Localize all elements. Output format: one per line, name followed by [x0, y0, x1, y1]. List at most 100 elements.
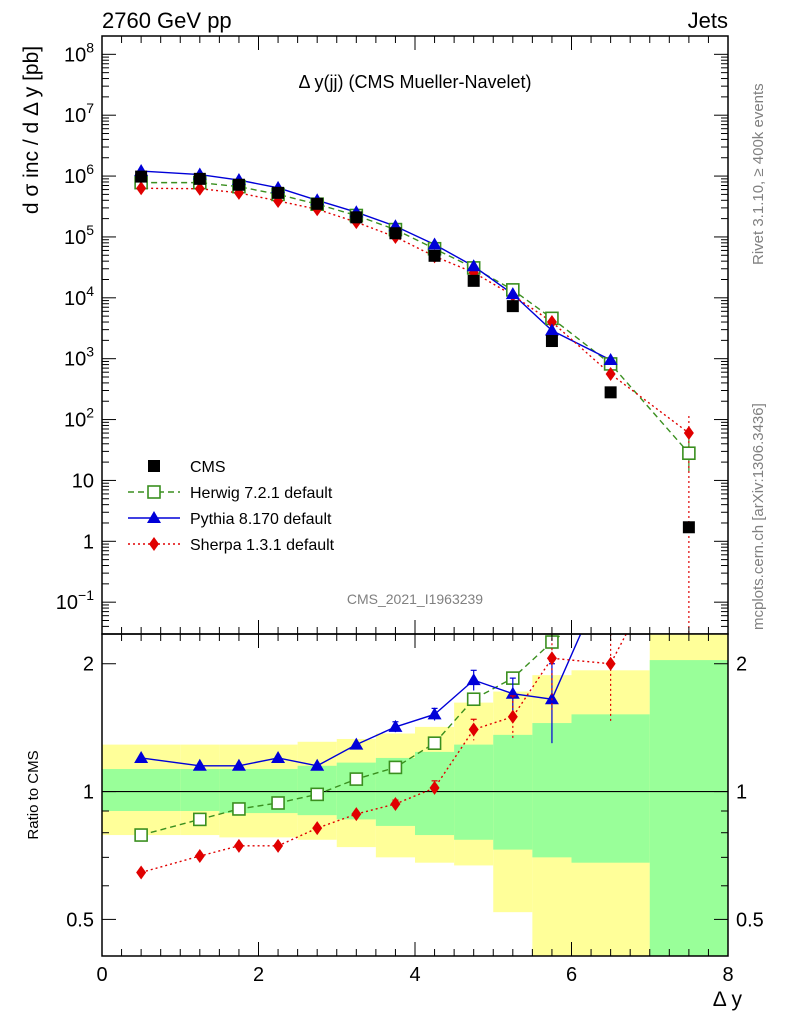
header-energy-label: 2760 GeV pp: [102, 8, 232, 33]
legend-entry-cms: CMS: [190, 459, 226, 476]
stat-uncertainty-band: [454, 744, 494, 840]
pythia-point: [427, 237, 442, 250]
legend-entry-pythia: Pythia 8.170 default: [190, 511, 332, 528]
cms-point: [311, 197, 324, 210]
cms-point: [545, 335, 558, 348]
cms-point: [506, 300, 519, 313]
ratio-y-tick-label-left: 1: [83, 782, 94, 804]
herwig-ratio-point: [193, 812, 207, 827]
sherpa-ratio-point: [136, 865, 147, 880]
pythia-ratio-point: [231, 758, 246, 771]
cms-point: [350, 211, 363, 224]
herwig-ratio-point: [349, 772, 364, 786]
cms-point: [389, 227, 402, 240]
stat-uncertainty-band: [493, 734, 533, 850]
sherpa-point: [605, 367, 616, 382]
header-jets-label: Jets: [688, 8, 728, 33]
pythia-ratio-point: [134, 750, 149, 763]
main-plot-area: [134, 164, 696, 634]
x-tick-label: 8: [722, 964, 733, 986]
stat-uncertainty-band: [532, 723, 572, 858]
herwig-ratio-point: [388, 760, 403, 775]
pythia-ratio-point: [271, 750, 286, 763]
cms-point: [272, 186, 285, 199]
sherpa-ratio-point: [429, 780, 440, 795]
herwig-ratio-point: [310, 787, 324, 802]
pythia-ratio-point: [388, 719, 403, 732]
pythia-point: [466, 259, 481, 272]
pythia-legend-marker: [147, 511, 161, 523]
ratio-plot-area: [102, 507, 728, 880]
pythia-ratio-point: [349, 737, 364, 750]
legend-entry-herwig: Herwig 7.2.1 default: [190, 485, 333, 502]
stat-uncertainty-band: [571, 714, 650, 863]
rivet-credit: Rivet 3.1.10, ≥ 400k events: [750, 83, 767, 265]
y-tick-label: 103: [64, 344, 94, 371]
pythia-ratio-point: [427, 707, 442, 720]
sherpa-ratio-point: [684, 507, 694, 521]
sherpa-ratio-point: [273, 838, 284, 853]
pythia-ratio-point: [604, 559, 618, 571]
sherpa-ratio-point: [233, 838, 244, 853]
sherpa-ratio-point: [546, 651, 557, 666]
cms-point: [604, 386, 617, 399]
y-tick-label: 108: [64, 39, 94, 66]
pythia-point: [505, 287, 520, 300]
ratio-y-tick-label-left: 2: [83, 654, 94, 676]
pythia-ratio-curve: [141, 634, 582, 767]
cms-point: [467, 274, 480, 287]
sherpa-ratio-point: [194, 849, 205, 864]
y-tick-label: 102: [64, 405, 94, 432]
main-y-axis-label: d σ inc / d Δ y [pb]: [20, 46, 43, 214]
herwig-ratio-point: [134, 828, 148, 842]
stat-uncertainty-band: [649, 660, 728, 956]
pythia-ratio-point: [310, 758, 325, 771]
y-tick-label: 10−1: [56, 587, 94, 614]
ratio-y-tick-label-right: 2: [736, 654, 747, 676]
ratio-uncertainty-bands: [102, 634, 728, 956]
y-tick-label: 105: [64, 222, 94, 249]
sherpa-ratio-point: [605, 656, 616, 671]
sherpa-ratio-point: [351, 807, 362, 822]
ratio-y-axis-label: Ratio to CMS: [25, 750, 42, 839]
ratio-y-tick-label-right: 1: [736, 782, 747, 804]
sherpa-point: [683, 426, 694, 441]
herwig-point: [682, 446, 696, 461]
analysis-watermark: CMS_2021_I1963239: [347, 591, 483, 607]
herwig-ratio-point: [466, 692, 481, 707]
y-tick-label: 107: [64, 100, 94, 127]
cms-point: [682, 521, 695, 534]
y-tick-label: 1: [83, 531, 94, 553]
x-tick-label: 0: [96, 964, 107, 986]
sherpa-point: [194, 181, 205, 196]
sherpa-point: [546, 315, 557, 330]
x-axis-label: Δ y: [713, 988, 743, 1011]
sherpa-ratio-point: [312, 821, 323, 836]
pythia-ratio-point: [466, 673, 481, 686]
sherpa-point: [136, 181, 147, 196]
pythia-point: [544, 323, 559, 336]
herwig-ratio-point: [232, 802, 246, 816]
legend: CMS Herwig 7.2.1 default Pythia 8.170 defa…: [128, 459, 335, 554]
legend-entry-sherpa: Sherpa 1.3.1 default: [190, 537, 335, 554]
herwig-ratio-point: [271, 796, 285, 810]
herwig-legend-marker: [147, 485, 161, 499]
sherpa-ratio-point: [390, 796, 401, 811]
mcplots-credit: mcplots.cern.ch [arXiv:1306.3436]: [750, 403, 767, 630]
sherpa-legend-marker: [149, 537, 159, 551]
cms-point: [193, 172, 206, 185]
x-tick-label: 2: [253, 964, 264, 986]
ratio-y-tick-label-right: 0.5: [736, 909, 764, 931]
x-tick-label: 4: [409, 964, 420, 986]
x-tick-label: 6: [566, 964, 577, 986]
y-tick-label: 106: [64, 161, 94, 188]
pythia-curve: [141, 170, 611, 361]
sherpa-ratio-point: [468, 722, 479, 737]
ratio-y-tick-label-left: 0.5: [66, 909, 94, 931]
herwig-ratio-point: [427, 736, 442, 750]
cms-legend-marker: [148, 460, 160, 472]
pythia-ratio-point: [192, 758, 207, 771]
cms-point: [428, 249, 441, 262]
y-tick-label: 104: [64, 283, 94, 310]
